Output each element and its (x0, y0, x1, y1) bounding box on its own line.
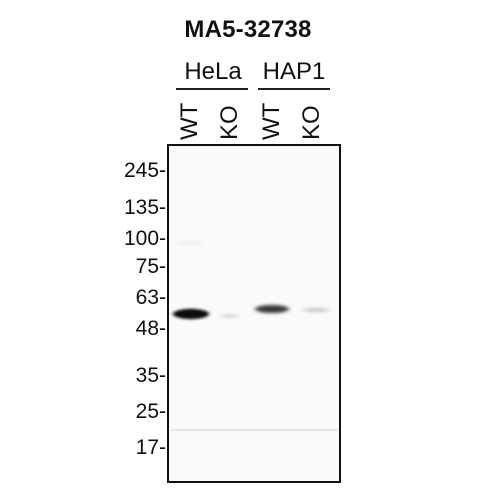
hela-group-rule (176, 88, 248, 90)
cell-line-label-hela: HeLa (184, 58, 242, 85)
marker-100: 100- (123, 227, 166, 250)
hap1-group-rule (258, 88, 330, 90)
marker-25: 25- (135, 400, 166, 423)
marker-17: 17- (135, 436, 166, 459)
marker-135: 135- (123, 196, 166, 219)
band-hela-wt (173, 308, 209, 320)
antibody-title: MA5-32738 (184, 16, 312, 43)
band-hap1-ko (303, 308, 329, 312)
cell-line-label-hap1: HAP1 (262, 58, 326, 85)
marker-75: 75- (135, 255, 166, 278)
marker-63: 63- (135, 286, 166, 309)
marker-35: 35- (135, 364, 166, 387)
marker-245: 245- (123, 159, 166, 182)
band-hap1-wt (255, 305, 289, 313)
band-hela-ko (221, 314, 239, 318)
faint-smear (176, 241, 204, 245)
marker-48: 48- (135, 317, 166, 340)
